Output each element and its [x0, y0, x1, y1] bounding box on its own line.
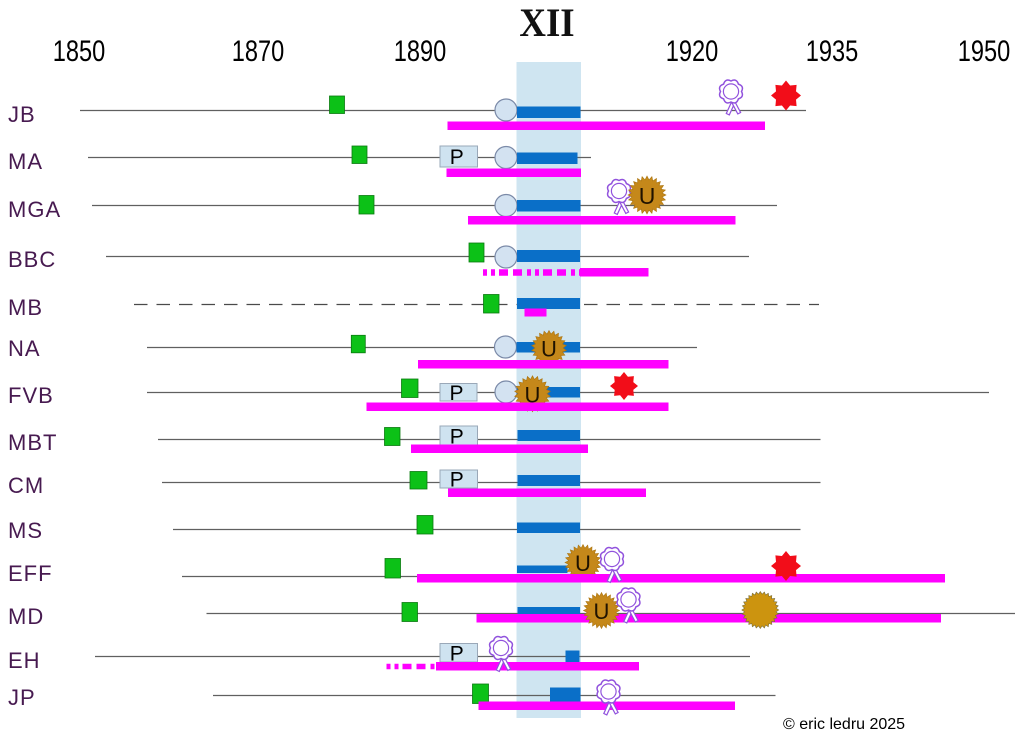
svg-text:U: U	[639, 183, 656, 209]
svg-text:JP: JP	[8, 685, 36, 710]
svg-text:P: P	[450, 146, 464, 169]
svg-text:EFF: EFF	[8, 561, 53, 586]
svg-text:P: P	[450, 426, 464, 449]
svg-text:BBC: BBC	[8, 247, 56, 272]
svg-text:U: U	[541, 337, 557, 362]
svg-text:JB: JB	[8, 102, 36, 127]
svg-text:U: U	[594, 599, 610, 624]
svg-text:1890: 1890	[394, 34, 446, 67]
svg-text:P: P	[450, 642, 464, 665]
svg-text:1850: 1850	[53, 34, 105, 67]
svg-text:NA: NA	[8, 336, 41, 361]
svg-text:EH: EH	[8, 648, 41, 673]
svg-text:FVB: FVB	[8, 383, 54, 408]
svg-text:CM: CM	[8, 473, 44, 498]
svg-text:MB: MB	[8, 295, 43, 320]
svg-text:P: P	[450, 469, 464, 492]
svg-text:MBT: MBT	[8, 430, 57, 455]
svg-text:XII: XII	[519, 2, 574, 46]
svg-text:1870: 1870	[232, 34, 284, 67]
svg-text:MS: MS	[8, 518, 43, 543]
svg-text:1920: 1920	[666, 34, 718, 67]
svg-text:1935: 1935	[806, 34, 858, 67]
svg-text:© eric ledru 2025: © eric ledru 2025	[783, 716, 905, 733]
svg-text:U: U	[525, 382, 541, 407]
svg-text:P: P	[449, 382, 463, 405]
svg-text:MGA: MGA	[8, 197, 61, 222]
svg-text:MA: MA	[8, 149, 43, 174]
svg-text:1950: 1950	[958, 34, 1010, 67]
svg-text:MD: MD	[8, 604, 44, 629]
svg-text:U: U	[575, 551, 591, 576]
